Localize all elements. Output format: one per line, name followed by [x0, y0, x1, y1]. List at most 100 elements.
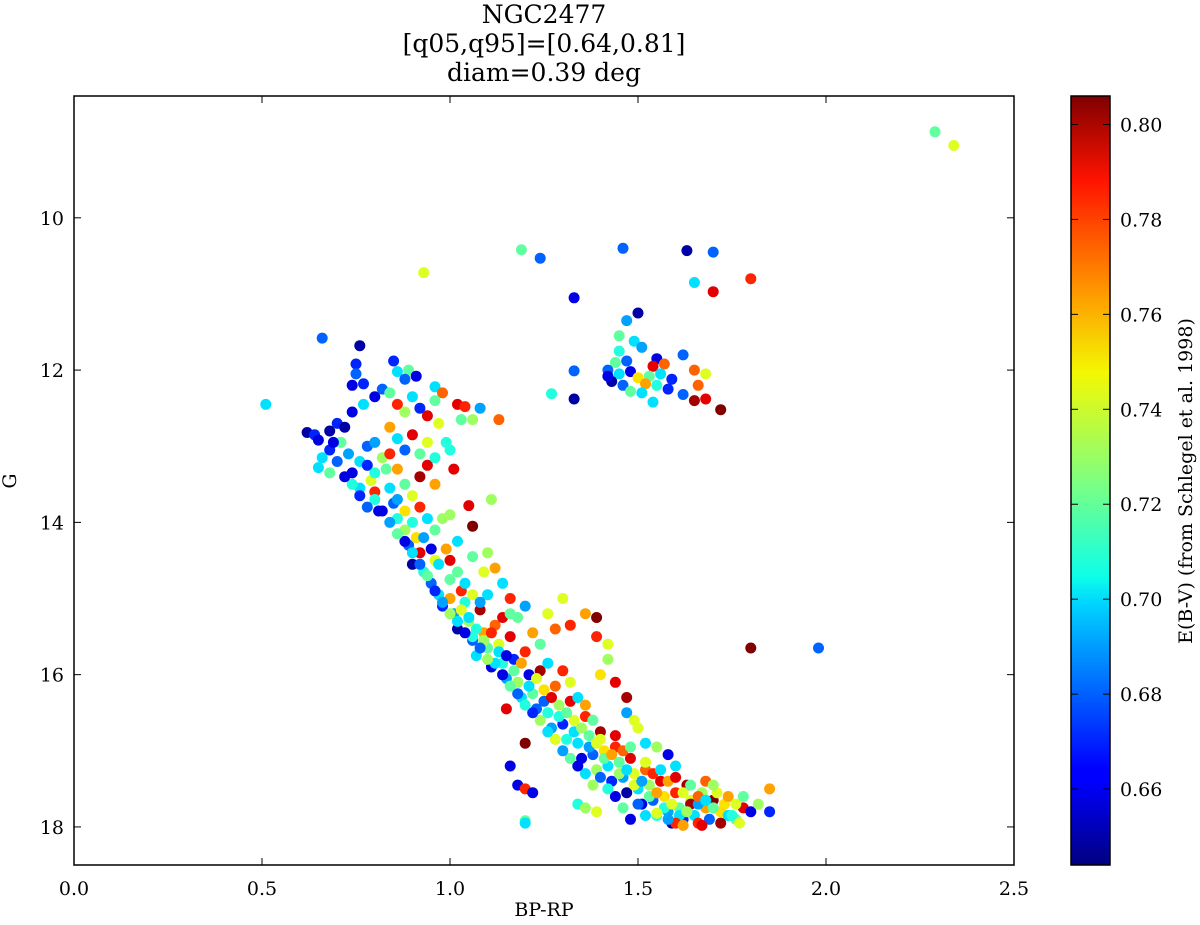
data-point-359 — [331, 456, 343, 467]
data-point-227 — [519, 817, 531, 829]
data-point-74 — [463, 500, 475, 512]
plot-area-frame — [73, 95, 1015, 866]
data-point-257 — [384, 448, 396, 460]
data-point-78 — [414, 471, 426, 483]
data-point-215 — [632, 722, 644, 734]
y-tick-label-2: 14 — [40, 512, 64, 534]
data-point-380 — [640, 756, 651, 768]
data-point-71 — [444, 444, 456, 456]
data-point-83 — [324, 425, 336, 437]
data-point-317 — [651, 807, 663, 819]
data-point-27 — [632, 372, 644, 384]
data-points — [260, 126, 960, 831]
data-point-321 — [617, 802, 629, 814]
data-point-225 — [527, 787, 539, 799]
data-point-283 — [508, 665, 520, 677]
colorbar-ticks: 0.66 0.68 0.70 0.72 0.74 0.76 0.78 0.80 — [1071, 114, 1162, 801]
data-point-40 — [647, 396, 659, 408]
data-point-44 — [715, 404, 727, 416]
data-point-245 — [384, 421, 396, 433]
data-point-0 — [929, 126, 941, 138]
data-point-2 — [515, 244, 527, 256]
data-point-345 — [437, 596, 448, 608]
data-point-280 — [485, 627, 497, 639]
data-point-285 — [523, 680, 535, 692]
data-point-337 — [497, 669, 509, 681]
x-tick-label-4: 2.0 — [811, 878, 841, 900]
data-point-357 — [346, 478, 358, 490]
data-point-241 — [414, 402, 426, 414]
y-tick-label-3: 16 — [40, 665, 64, 687]
data-point-230 — [591, 806, 603, 818]
data-point-384 — [670, 771, 682, 783]
data-point-267 — [418, 532, 430, 544]
data-point-142 — [561, 733, 573, 745]
data-point-243 — [429, 395, 441, 407]
data-point-17 — [636, 341, 648, 353]
x-tick-label-2: 1.0 — [435, 878, 465, 900]
data-point-346 — [429, 585, 441, 597]
data-point-266 — [406, 516, 418, 528]
data-point-316 — [662, 813, 674, 825]
data-point-335 — [512, 688, 524, 700]
data-point-211 — [609, 676, 621, 688]
data-point-212 — [621, 692, 633, 703]
data-point-205 — [579, 608, 591, 620]
data-point-392 — [737, 791, 749, 802]
data-point-46 — [602, 370, 614, 382]
data-point-68 — [455, 414, 467, 426]
data-point-242 — [421, 410, 433, 422]
data-point-268 — [425, 543, 437, 555]
data-point-131 — [519, 646, 531, 658]
y-tick-label-4: 18 — [40, 817, 64, 839]
data-point-358 — [339, 471, 351, 483]
data-point-369 — [534, 638, 546, 650]
data-point-58 — [391, 366, 403, 378]
data-point-34 — [617, 379, 629, 391]
data-point-388 — [700, 794, 712, 806]
data-point-73 — [485, 494, 497, 505]
data-point-38 — [625, 385, 636, 397]
data-point-300 — [636, 775, 648, 787]
data-point-263 — [414, 501, 426, 513]
data-point-151 — [594, 726, 606, 738]
data-point-273 — [467, 589, 479, 601]
data-point-19 — [621, 355, 633, 367]
data-point-213 — [621, 707, 633, 719]
data-point-284 — [515, 657, 527, 669]
data-point-235 — [369, 391, 381, 403]
data-point-69 — [467, 414, 479, 426]
y-axis-label: G — [0, 473, 21, 488]
colorbar-tick-label-4: 0.74 — [1120, 399, 1162, 421]
data-point-30 — [666, 373, 678, 385]
data-point-82 — [312, 434, 324, 446]
data-point-5 — [681, 245, 693, 257]
data-point-391 — [730, 798, 742, 810]
data-point-360 — [324, 467, 336, 479]
data-point-322 — [609, 791, 621, 802]
data-point-260 — [406, 490, 418, 502]
data-point-67 — [493, 414, 505, 426]
data-point-206 — [591, 612, 603, 623]
data-point-39 — [636, 387, 648, 399]
data-point-218 — [662, 749, 674, 761]
data-point-60 — [410, 370, 422, 382]
data-point-77 — [421, 459, 433, 471]
data-point-159 — [625, 752, 636, 764]
data-point-66 — [474, 402, 486, 414]
x-axis: 0.0 0.5 1.0 1.5 2.0 2.5 — [59, 96, 1029, 900]
data-point-18 — [609, 357, 621, 368]
data-point-373 — [572, 692, 584, 703]
data-point-14 — [613, 330, 625, 342]
data-point-246 — [391, 433, 403, 445]
data-point-377 — [609, 730, 621, 742]
data-point-306 — [681, 806, 693, 818]
data-point-327 — [572, 760, 584, 772]
data-point-202 — [549, 623, 561, 635]
data-point-84 — [312, 462, 324, 474]
data-point-255 — [369, 467, 381, 479]
y-tick-label-1: 12 — [40, 360, 64, 382]
data-point-55 — [350, 368, 362, 380]
data-point-36 — [651, 379, 663, 391]
data-point-197 — [482, 589, 494, 601]
